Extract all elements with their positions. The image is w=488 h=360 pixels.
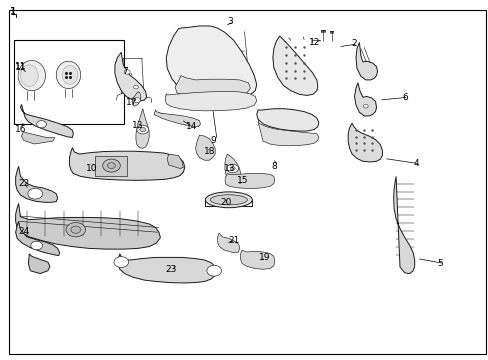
Polygon shape xyxy=(69,148,184,180)
Polygon shape xyxy=(354,83,376,116)
Ellipse shape xyxy=(20,65,38,86)
Ellipse shape xyxy=(210,195,247,205)
Text: 2: 2 xyxy=(350,40,356,49)
Polygon shape xyxy=(118,254,216,283)
Circle shape xyxy=(107,163,115,168)
Text: 8: 8 xyxy=(271,162,277,171)
Circle shape xyxy=(137,125,148,134)
Circle shape xyxy=(114,257,128,267)
Text: 15: 15 xyxy=(237,176,248,185)
Polygon shape xyxy=(28,254,50,274)
Text: 24: 24 xyxy=(19,227,30,236)
Polygon shape xyxy=(115,52,146,101)
Ellipse shape xyxy=(62,66,78,84)
Polygon shape xyxy=(165,91,256,111)
Circle shape xyxy=(102,159,120,172)
Text: 10: 10 xyxy=(85,164,97,173)
Text: 14: 14 xyxy=(185,122,197,131)
Polygon shape xyxy=(95,156,127,176)
Polygon shape xyxy=(166,26,256,99)
Text: 20: 20 xyxy=(220,198,231,207)
Polygon shape xyxy=(16,221,60,256)
Polygon shape xyxy=(355,42,377,80)
Circle shape xyxy=(31,241,42,250)
Bar xyxy=(14,40,123,124)
Ellipse shape xyxy=(56,61,81,89)
Circle shape xyxy=(133,98,140,103)
Circle shape xyxy=(206,265,221,276)
Polygon shape xyxy=(258,122,318,146)
Polygon shape xyxy=(224,174,274,189)
Text: 1: 1 xyxy=(10,6,17,17)
Text: 13: 13 xyxy=(224,164,235,173)
Polygon shape xyxy=(256,109,318,131)
Polygon shape xyxy=(393,176,414,274)
Text: 23: 23 xyxy=(165,266,176,274)
Polygon shape xyxy=(132,92,141,106)
Circle shape xyxy=(28,188,42,199)
Text: 3: 3 xyxy=(227,17,233,26)
Circle shape xyxy=(66,222,85,237)
Text: 4: 4 xyxy=(412,159,418,168)
Text: 17: 17 xyxy=(126,99,138,108)
Polygon shape xyxy=(217,233,239,253)
Text: 19: 19 xyxy=(259,253,270,262)
Polygon shape xyxy=(272,36,317,95)
Text: 21: 21 xyxy=(228,236,240,245)
Polygon shape xyxy=(16,203,160,249)
Circle shape xyxy=(133,85,138,89)
Circle shape xyxy=(230,167,235,170)
Polygon shape xyxy=(167,154,183,168)
Text: 22: 22 xyxy=(19,179,30,188)
Circle shape xyxy=(226,164,238,173)
Polygon shape xyxy=(175,76,250,98)
Circle shape xyxy=(37,121,46,128)
Circle shape xyxy=(140,127,145,132)
Text: 18: 18 xyxy=(204,148,216,156)
Circle shape xyxy=(124,70,130,74)
Polygon shape xyxy=(347,123,382,162)
Polygon shape xyxy=(20,104,73,138)
Text: 11: 11 xyxy=(15,63,26,72)
Circle shape xyxy=(71,226,81,233)
Text: 6: 6 xyxy=(401,93,407,102)
Text: 9: 9 xyxy=(210,136,216,145)
Circle shape xyxy=(363,104,367,108)
Text: 7: 7 xyxy=(122,67,128,76)
Text: 16: 16 xyxy=(15,125,26,134)
Polygon shape xyxy=(16,166,58,202)
Ellipse shape xyxy=(18,60,45,91)
Text: 12: 12 xyxy=(308,38,320,47)
Polygon shape xyxy=(224,154,240,183)
Text: 11: 11 xyxy=(15,62,26,71)
Ellipse shape xyxy=(205,192,252,208)
Text: 13: 13 xyxy=(132,121,143,130)
Polygon shape xyxy=(195,135,215,160)
Text: 1: 1 xyxy=(10,7,16,16)
Polygon shape xyxy=(154,110,200,127)
Polygon shape xyxy=(136,109,149,148)
Text: 5: 5 xyxy=(437,259,443,268)
Polygon shape xyxy=(240,250,274,269)
Polygon shape xyxy=(21,131,55,144)
